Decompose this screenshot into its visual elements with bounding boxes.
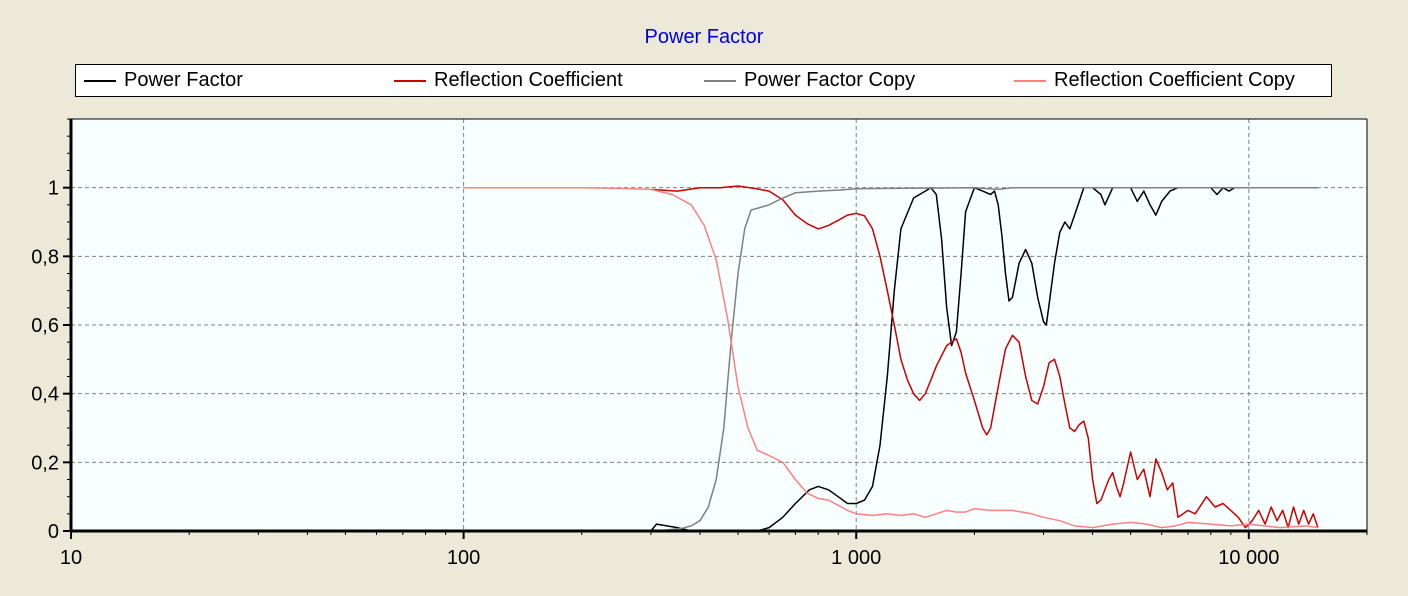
- x-tick-label: 10 000: [1218, 547, 1279, 569]
- legend-item-reflection-coefficient-copy: Reflection Coefficient Copy: [1014, 65, 1295, 96]
- series-line-2: [650, 186, 1318, 532]
- y-tick-label: 0: [48, 521, 59, 543]
- legend-label: Power Factor Copy: [744, 69, 916, 91]
- legend-item-reflection-coefficient: Reflection Coefficient: [394, 65, 623, 96]
- legend-label: Reflection Coefficient: [434, 69, 623, 91]
- y-tick-label: 0,4: [31, 384, 59, 406]
- legend-swatch: [1014, 79, 1046, 82]
- y-tick-label: 0,2: [31, 452, 59, 474]
- x-tick-label: 10: [60, 547, 82, 569]
- legend-swatch: [394, 79, 426, 82]
- y-tick-label: 0,8: [31, 246, 59, 268]
- legend-swatch: [704, 79, 736, 82]
- legend: Power Factor Reflection Coefficient Powe…: [75, 64, 1332, 97]
- legend-label: Reflection Coefficient Copy: [1054, 69, 1295, 91]
- legend-label: Power Factor: [124, 69, 243, 91]
- chart-title: Power Factor: [644, 26, 764, 48]
- legend-item-power-factor: Power Factor: [84, 65, 243, 96]
- legend-item-power-factor-copy: Power Factor Copy: [704, 65, 915, 96]
- x-tick-label: 100: [447, 547, 480, 569]
- series-line-0: [71, 186, 1318, 532]
- x-tick-label: 1 000: [831, 547, 881, 569]
- series-line-3: [463, 186, 1319, 529]
- y-tick-label: 1: [48, 178, 59, 200]
- y-tick-label: 0,6: [31, 315, 59, 337]
- legend-swatch: [84, 79, 116, 82]
- series-line-1: [650, 185, 1319, 529]
